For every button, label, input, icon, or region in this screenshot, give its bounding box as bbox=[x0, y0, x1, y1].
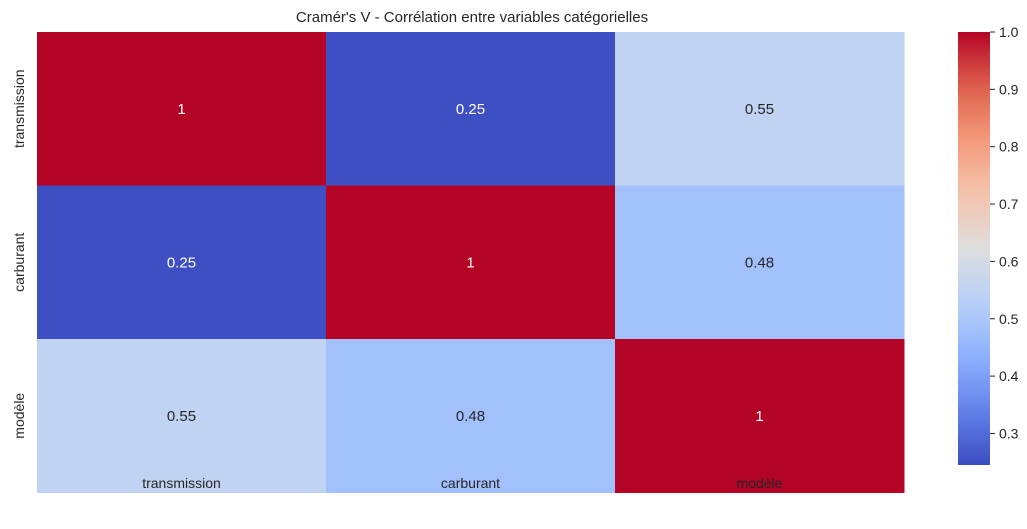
heatmap-annotations: 1 0.25 0.55 0.25 1 0.48 0.55 0.48 1 bbox=[167, 101, 774, 425]
heatmap-cell bbox=[37, 32, 327, 186]
heatmap-cell bbox=[37, 339, 327, 493]
colorbar-tick-label: 0.8 bbox=[999, 139, 1019, 155]
y-tick-label: modèle bbox=[11, 393, 27, 439]
cell-annotation: 1 bbox=[177, 101, 185, 118]
colorbar-ticks: 0.3 0.4 0.5 0.6 0.7 0.8 0.9 1.0 bbox=[990, 24, 1019, 441]
x-tick-label: modèle bbox=[737, 475, 783, 491]
heatmap-cells bbox=[37, 32, 905, 493]
colorbar-tick-label: 0.9 bbox=[999, 81, 1019, 97]
colorbar-tick-label: 1.0 bbox=[999, 24, 1019, 40]
cell-annotation: 1 bbox=[755, 408, 763, 425]
colorbar bbox=[958, 32, 990, 465]
heatmap-cell bbox=[326, 339, 616, 493]
chart-title: Cramér's V - Corrélation entre variables… bbox=[296, 9, 648, 26]
heatmap-cell bbox=[326, 185, 616, 340]
colorbar-tick-label: 0.6 bbox=[999, 253, 1019, 269]
y-axis-ticks: transmission carburant modèle bbox=[11, 69, 27, 438]
x-tick-label: carburant bbox=[441, 475, 500, 491]
colorbar-tick-label: 0.7 bbox=[999, 196, 1019, 212]
x-axis-ticks: transmission carburant modèle bbox=[142, 475, 782, 491]
colorbar-tick-label: 0.3 bbox=[999, 425, 1019, 441]
cell-annotation: 0.48 bbox=[456, 408, 485, 425]
heatmap-cell bbox=[615, 339, 905, 493]
heatmap-cell bbox=[615, 185, 905, 340]
heatmap-cell bbox=[615, 32, 905, 186]
cell-annotation: 0.55 bbox=[167, 408, 196, 425]
cell-annotation: 0.25 bbox=[456, 101, 485, 118]
cell-annotation: 0.48 bbox=[745, 254, 774, 271]
heatmap-cell bbox=[37, 185, 327, 340]
x-tick-label: transmission bbox=[142, 475, 221, 491]
y-tick-label: transmission bbox=[11, 69, 27, 148]
heatmap-cell bbox=[326, 32, 616, 186]
y-tick-label: carburant bbox=[11, 233, 27, 292]
cell-annotation: 0.55 bbox=[745, 101, 774, 118]
colorbar-tick-label: 0.4 bbox=[999, 368, 1019, 384]
colorbar-tick-label: 0.5 bbox=[999, 311, 1019, 327]
cell-annotation: 0.25 bbox=[167, 254, 196, 271]
cell-annotation: 1 bbox=[466, 254, 474, 271]
